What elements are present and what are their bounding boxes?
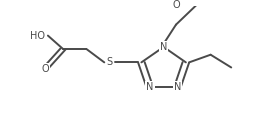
Text: HO: HO [30, 31, 45, 41]
Text: S: S [107, 57, 113, 67]
Text: N: N [174, 82, 181, 92]
Text: N: N [146, 82, 153, 92]
Text: O: O [41, 64, 49, 74]
Text: O: O [172, 0, 180, 10]
Text: N: N [160, 42, 167, 52]
